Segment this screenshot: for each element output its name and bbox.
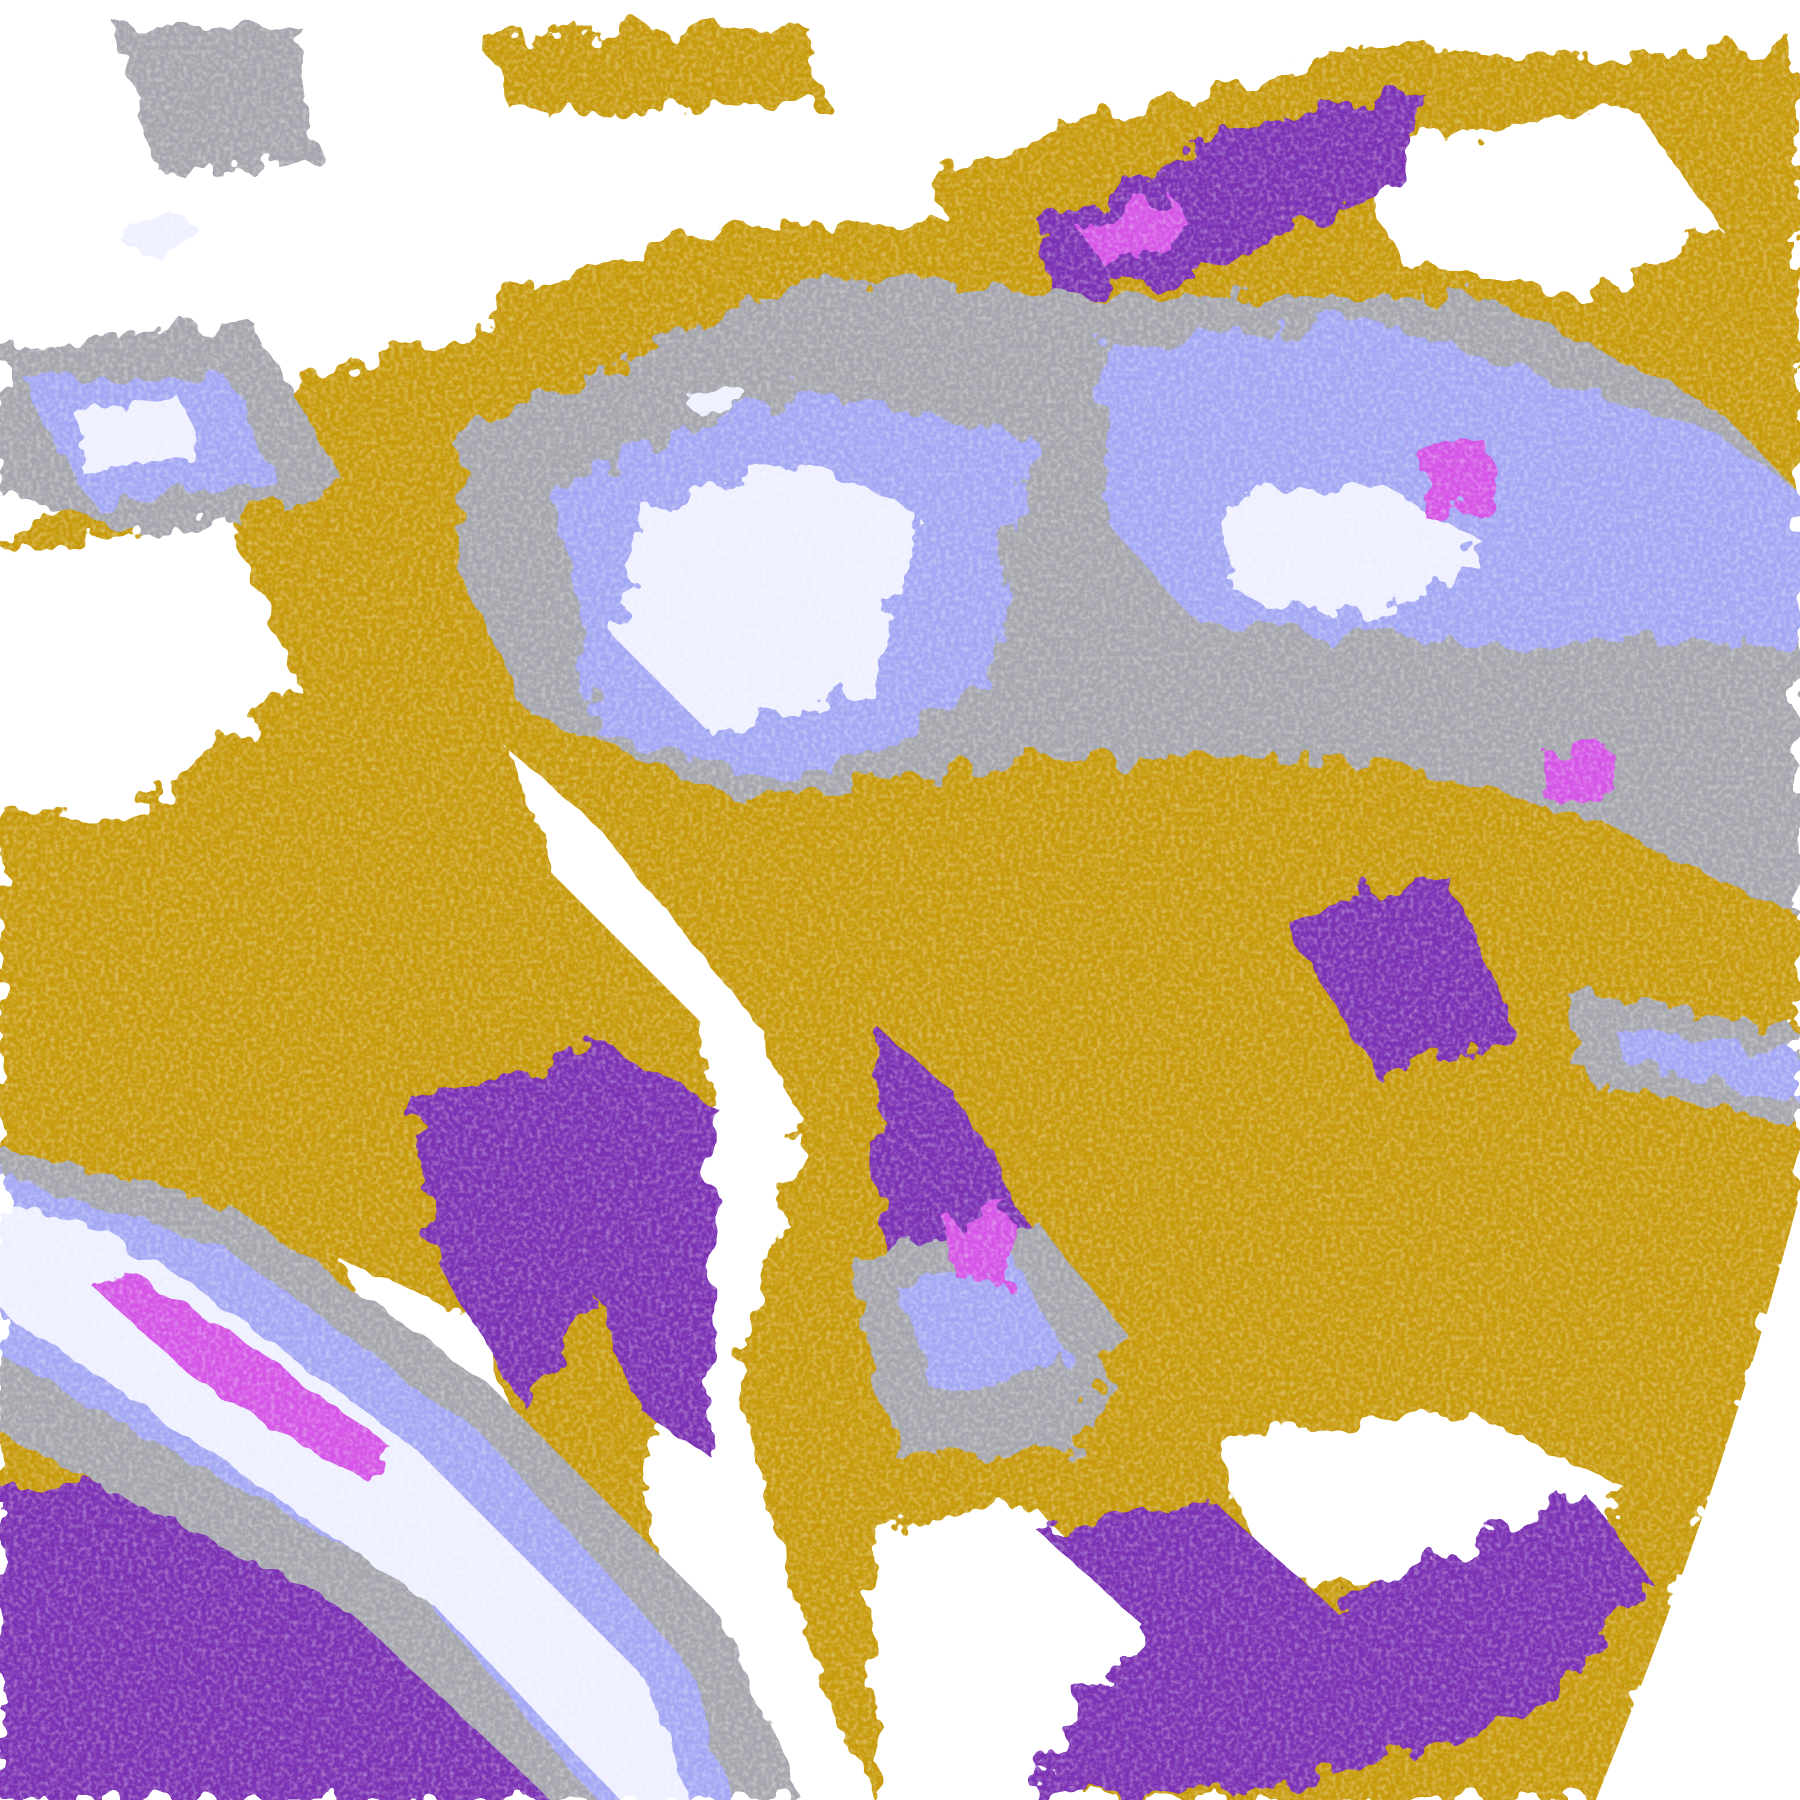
earth-limb-space [1595,1193,1800,1800]
